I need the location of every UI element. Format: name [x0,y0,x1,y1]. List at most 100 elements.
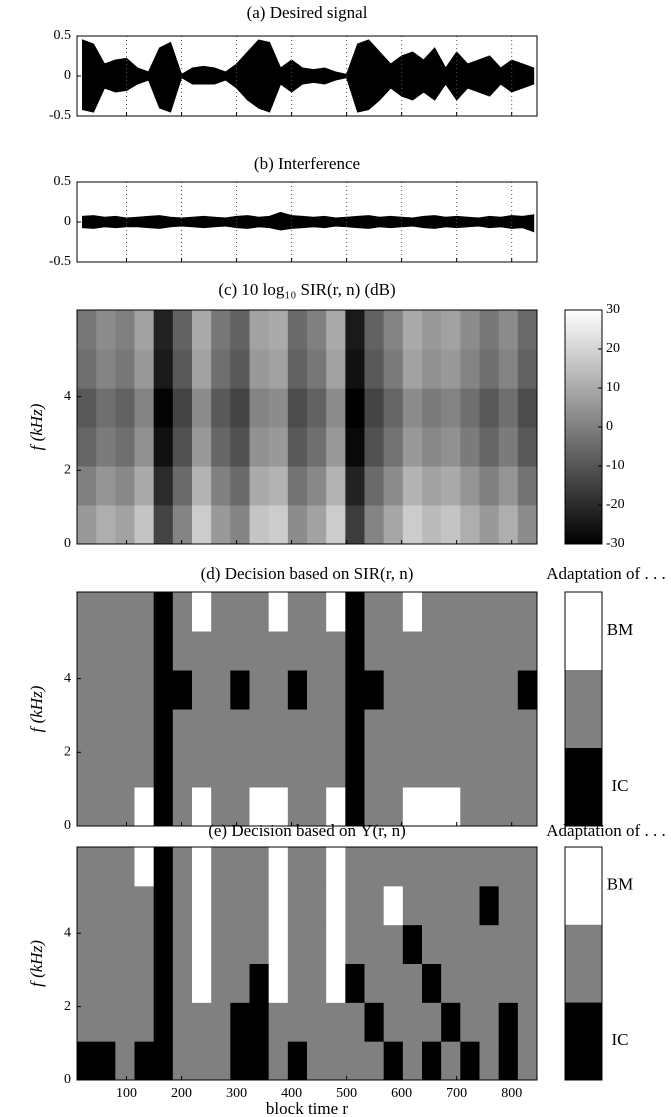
decision-cell [326,787,346,827]
decision-cell [96,748,116,788]
decision-cell [249,670,270,710]
decision-cell [211,670,231,710]
decision-cell [517,963,538,1003]
decision-cell [517,885,538,926]
heatmap-cell [364,349,385,389]
heatmap-cell [192,388,212,428]
heatmap-cell [460,388,480,428]
heatmap-cell [115,388,135,428]
x-tick-label: 500 [336,1086,357,1101]
y-axis-label: f (kHz) [27,403,46,450]
decision-cell [345,847,365,887]
x-tick-label: 600 [391,1086,412,1101]
decision-cell [498,1041,519,1081]
decision-cell [498,924,519,964]
decision-cell [230,709,250,749]
decision-cell [134,847,155,887]
decision-cell [230,963,250,1003]
decision-cell [96,670,116,710]
x-tick-label: 300 [226,1086,247,1101]
decision-cell [211,847,231,887]
axes-frame [76,591,538,827]
decision-cell [192,748,212,788]
decision-cell [134,885,155,926]
panel-title: (a) Desired signal [247,3,368,22]
decision-cell [172,748,193,788]
decision-cell [383,1002,404,1042]
heatmap-cell [268,349,289,389]
decision-cell [364,787,385,827]
decision-cell [192,592,212,632]
decision-cell [517,631,538,671]
heatmap-cell [383,310,404,350]
heatmap-cell [364,388,385,428]
y-axis-label: f (kHz) [27,685,46,732]
heatmap-cell [422,388,442,428]
decision-cell [287,631,308,671]
waveform-upper [82,211,535,223]
waveform-upper [82,39,535,77]
decision-cell [326,847,346,887]
heatmap-cell [402,505,423,545]
colorbar-block [565,592,602,670]
y-tick-label: 2 [64,999,71,1014]
decision-cell [230,1002,250,1042]
heatmap-cell [422,349,442,389]
heatmap-cell [211,388,231,428]
heatmap-cell [230,349,250,389]
decision-cell [96,1002,116,1042]
decision-cell [287,748,308,788]
heatmap-cell [383,466,404,506]
heatmap-cell [268,466,289,506]
decision-cell [441,748,461,788]
decision-cell [422,592,442,632]
colorbar-label: BM [607,875,633,894]
heatmap-cell [211,349,231,389]
panel-title: (c) 10 log₁₀ SIR(r, n) (dB) [218,280,395,299]
decision-cell [77,847,97,887]
decision-cell [479,924,500,964]
y-tick-label: 0 [64,1072,71,1087]
decision-cell [211,963,231,1003]
decision-cell [268,787,289,827]
waveform-lower [82,75,535,113]
decision-cell [422,963,442,1003]
panel-title: (b) Interference [254,154,360,173]
heatmap-cell [307,388,327,428]
heatmap-cell [77,388,97,428]
decision-cell [77,787,97,827]
decision-cell [402,924,423,964]
decision-cell [364,592,385,632]
decision-cell [422,748,442,788]
heatmap-cell [192,427,212,467]
decision-cell [230,631,250,671]
decision-cell [345,670,365,710]
heatmap-cell [402,349,423,389]
decision-cell [172,847,193,887]
decision-cell [268,924,289,964]
decision-cell [441,963,461,1003]
decision-cell [479,709,500,749]
decision-cell [307,1041,327,1081]
heatmap-cell [422,310,442,350]
decision-cell [115,748,135,788]
decision-cell [479,963,500,1003]
decision-cell [172,787,193,827]
decision-cell [134,709,155,749]
y-tick-label: 0 [64,68,71,83]
colorbar-block [565,748,602,826]
decision-cell [96,963,116,1003]
decision-cell [77,1041,97,1081]
decision-cell [364,1002,385,1042]
colorbar-title: Adaptation of . . . [546,821,665,840]
heatmap-cell [287,505,308,545]
decision-cell [307,592,327,632]
decision-cell [479,847,500,887]
decision-cell [172,1041,193,1081]
decision-cell [268,748,289,788]
heatmap-cell [153,310,174,350]
decision-cell [172,963,193,1003]
decision-cell [326,963,346,1003]
colorbar-label: IC [612,1030,629,1049]
heatmap-cell [77,466,97,506]
